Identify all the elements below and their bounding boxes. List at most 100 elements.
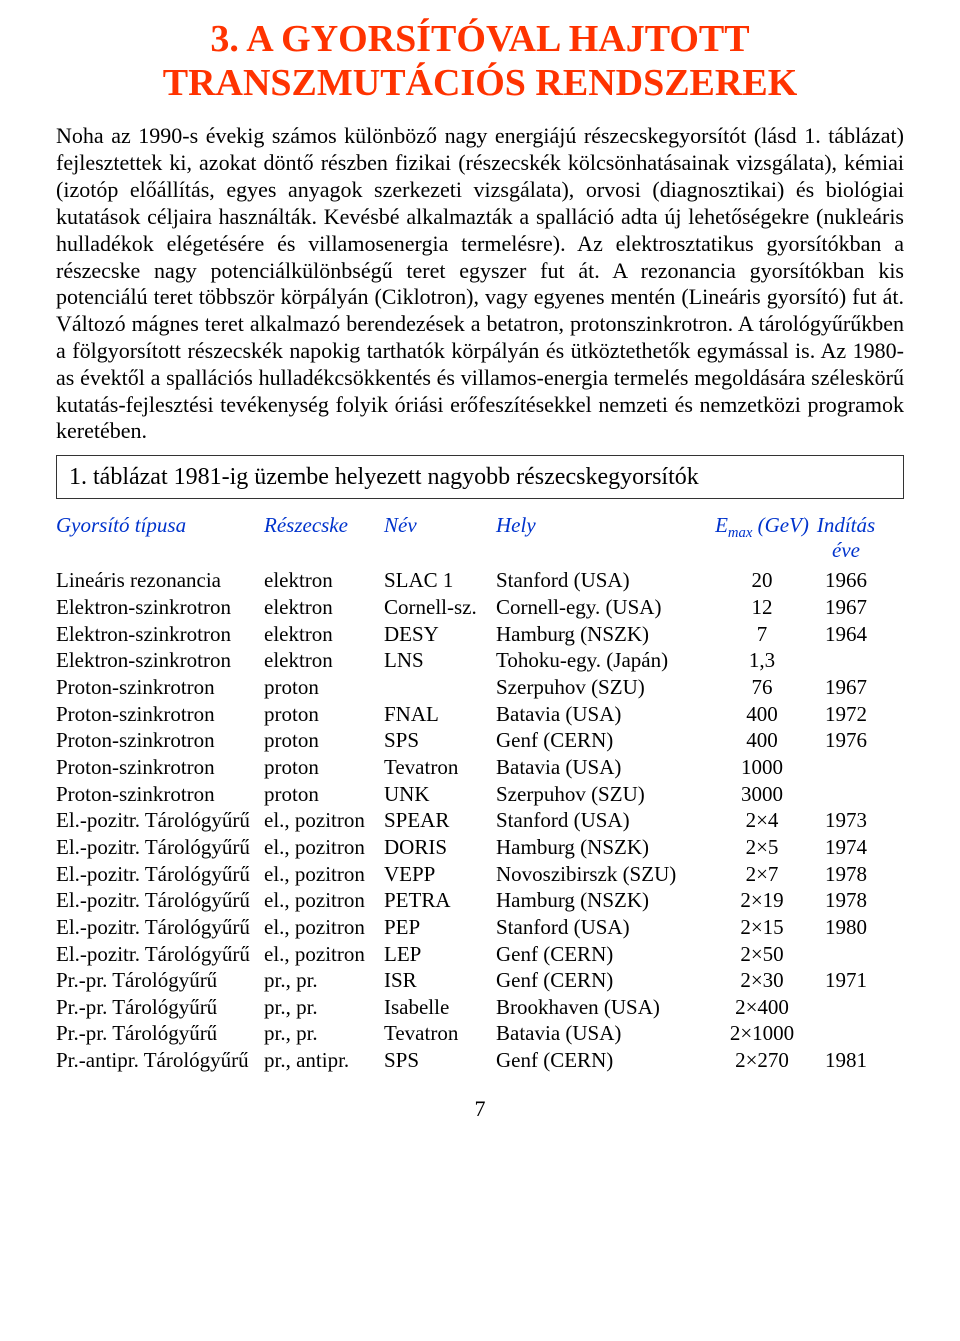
cell-place: Hamburg (NSZK): [496, 834, 714, 861]
col-header-place: Hely: [496, 513, 714, 563]
table-row: El.-pozitr. Tárológyűrűel., pozitronPETR…: [56, 887, 904, 914]
cell-place: Novoszibirszk (SZU): [496, 861, 714, 888]
cell-type: Proton-szinkrotron: [56, 781, 264, 808]
table-row: Elektron-szinkrotronelektronDESYHamburg …: [56, 621, 904, 648]
table-row: El.-pozitr. Tárológyűrűel., pozitronSPEA…: [56, 807, 904, 834]
cell-emax: 400: [714, 701, 810, 728]
emax-suffix: (GeV): [752, 513, 809, 537]
cell-particle: elektron: [264, 567, 384, 594]
table-row: Pr.-pr. Tárológyűrűpr., pr.IsabelleBrook…: [56, 994, 904, 1021]
table-row: Proton-szinkrotronprotonSPSGenf (CERN)40…: [56, 727, 904, 754]
cell-year: [810, 941, 882, 968]
cell-place: Hamburg (NSZK): [496, 887, 714, 914]
table-row: Proton-szinkrotronprotonFNALBatavia (USA…: [56, 701, 904, 728]
cell-place: Stanford (USA): [496, 914, 714, 941]
cell-place: Tohoku-egy. (Japán): [496, 647, 714, 674]
cell-year: 1973: [810, 807, 882, 834]
cell-type: Proton-szinkrotron: [56, 674, 264, 701]
cell-emax: 2×30: [714, 967, 810, 994]
cell-type: Pr.-pr. Tárológyűrű: [56, 967, 264, 994]
cell-emax: 2×19: [714, 887, 810, 914]
cell-name: UNK: [384, 781, 496, 808]
table-row: El.-pozitr. Tárológyűrűel., pozitronPEPS…: [56, 914, 904, 941]
cell-year: [810, 994, 882, 1021]
table-header-row: Gyorsító típusa Részecske Név Hely Emax …: [56, 513, 904, 563]
cell-particle: el., pozitron: [264, 914, 384, 941]
cell-name: VEPP: [384, 861, 496, 888]
cell-place: Genf (CERN): [496, 727, 714, 754]
table-row: El.-pozitr. Tárológyűrűel., pozitronLEPG…: [56, 941, 904, 968]
cell-particle: proton: [264, 674, 384, 701]
cell-type: Pr.-pr. Tárológyűrű: [56, 1020, 264, 1047]
cell-place: Cornell-egy. (USA): [496, 594, 714, 621]
table-row: Elektron-szinkrotronelektronCornell-sz.C…: [56, 594, 904, 621]
cell-type: Lineáris rezonancia: [56, 567, 264, 594]
cell-name: PEP: [384, 914, 496, 941]
cell-year: 1974: [810, 834, 882, 861]
cell-particle: elektron: [264, 647, 384, 674]
cell-year: [810, 1020, 882, 1047]
body-paragraph: Noha az 1990-s évekig számos különböző n…: [56, 123, 904, 445]
cell-name: Cornell-sz.: [384, 594, 496, 621]
cell-place: Stanford (USA): [496, 807, 714, 834]
cell-year: [810, 754, 882, 781]
col-header-name: Név: [384, 513, 496, 563]
cell-name: Tevatron: [384, 1020, 496, 1047]
cell-year: 1967: [810, 594, 882, 621]
cell-type: Proton-szinkrotron: [56, 727, 264, 754]
table-row: Elektron-szinkrotronelektronLNSTohoku-eg…: [56, 647, 904, 674]
table-row: Pr.-antipr. Tárológyűrűpr., antipr.SPSGe…: [56, 1047, 904, 1074]
cell-particle: pr., antipr.: [264, 1047, 384, 1074]
cell-year: 1981: [810, 1047, 882, 1074]
cell-year: 1967: [810, 674, 882, 701]
cell-emax: 7: [714, 621, 810, 648]
cell-particle: el., pozitron: [264, 941, 384, 968]
cell-place: Batavia (USA): [496, 1020, 714, 1047]
cell-place: Batavia (USA): [496, 701, 714, 728]
table-row: Proton-szinkrotronprotonUNKSzerpuhov (SZ…: [56, 781, 904, 808]
cell-name: DORIS: [384, 834, 496, 861]
cell-year: [810, 781, 882, 808]
accelerator-table: Gyorsító típusa Részecske Név Hely Emax …: [56, 513, 904, 1073]
table-row: El.-pozitr. Tárológyűrűel., pozitronDORI…: [56, 834, 904, 861]
cell-particle: el., pozitron: [264, 807, 384, 834]
cell-type: Proton-szinkrotron: [56, 701, 264, 728]
table-row: Pr.-pr. Tárológyűrűpr., pr.TevatronBatav…: [56, 1020, 904, 1047]
cell-name: SPEAR: [384, 807, 496, 834]
col-header-particle: Részecske: [264, 513, 384, 563]
cell-type: El.-pozitr. Tárológyűrű: [56, 807, 264, 834]
table-row: Proton-szinkrotronprotonTevatronBatavia …: [56, 754, 904, 781]
cell-particle: pr., pr.: [264, 1020, 384, 1047]
cell-place: Hamburg (NSZK): [496, 621, 714, 648]
cell-name: SPS: [384, 1047, 496, 1074]
cell-particle: proton: [264, 727, 384, 754]
cell-place: Szerpuhov (SZU): [496, 781, 714, 808]
table-caption: 1. táblázat 1981-ig üzembe helyezett nag…: [69, 462, 891, 492]
cell-type: Elektron-szinkrotron: [56, 594, 264, 621]
cell-year: [810, 647, 882, 674]
cell-particle: proton: [264, 781, 384, 808]
col-header-year: Indítás éve: [810, 513, 882, 563]
cell-place: Brookhaven (USA): [496, 994, 714, 1021]
cell-particle: el., pozitron: [264, 887, 384, 914]
table-row: Pr.-pr. Tárológyűrűpr., pr.ISRGenf (CERN…: [56, 967, 904, 994]
cell-emax: 1000: [714, 754, 810, 781]
cell-year: 1976: [810, 727, 882, 754]
cell-place: Genf (CERN): [496, 1047, 714, 1074]
cell-type: Pr.-pr. Tárológyűrű: [56, 994, 264, 1021]
cell-name: SLAC 1: [384, 567, 496, 594]
table-row: Lineáris rezonanciaelektronSLAC 1Stanfor…: [56, 567, 904, 594]
col-header-emax: Emax (GeV): [714, 513, 810, 563]
cell-name: FNAL: [384, 701, 496, 728]
emax-prefix: E: [715, 513, 728, 537]
cell-particle: proton: [264, 754, 384, 781]
page-number: 7: [56, 1096, 904, 1122]
cell-name: DESY: [384, 621, 496, 648]
table-caption-box: 1. táblázat 1981-ig üzembe helyezett nag…: [56, 455, 904, 499]
cell-year: 1980: [810, 914, 882, 941]
cell-particle: elektron: [264, 594, 384, 621]
cell-name: SPS: [384, 727, 496, 754]
cell-emax: 1,3: [714, 647, 810, 674]
cell-type: Elektron-szinkrotron: [56, 621, 264, 648]
cell-particle: el., pozitron: [264, 861, 384, 888]
